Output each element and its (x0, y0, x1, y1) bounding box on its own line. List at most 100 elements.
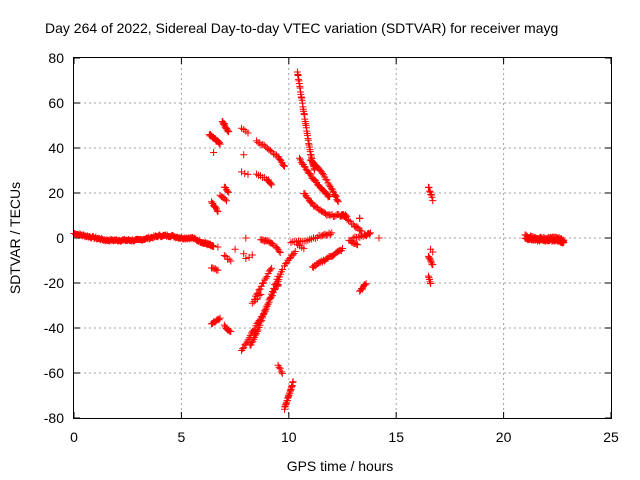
data-point (307, 171, 315, 179)
x-tick-label: 25 (603, 429, 619, 445)
data-point (248, 339, 256, 347)
data-point (425, 184, 433, 192)
x-tick-label: 0 (70, 429, 78, 445)
data-point (277, 157, 285, 165)
y-tick-label: -40 (44, 320, 64, 336)
data-point (240, 344, 248, 352)
data-point (291, 247, 299, 255)
data-point (365, 230, 373, 238)
data-point (270, 284, 278, 292)
data-point (356, 214, 364, 222)
data-point (334, 197, 342, 205)
data-point (256, 321, 264, 329)
data-point (268, 264, 276, 272)
series-tracks-10-13 (281, 68, 383, 295)
data-point (319, 169, 327, 177)
data-point (428, 193, 436, 201)
data-point (375, 234, 383, 242)
data-point (345, 217, 353, 225)
data-point (322, 175, 330, 183)
data-point (242, 255, 250, 263)
y-tick-label: -20 (44, 275, 64, 291)
data-point (259, 314, 267, 322)
data-point (215, 139, 223, 147)
data-point (306, 170, 314, 178)
data-point (424, 272, 432, 280)
data-point (285, 255, 293, 263)
series-tracks-16-17 (424, 183, 437, 288)
data-point (213, 207, 221, 215)
data-point (253, 295, 261, 303)
data-point (276, 365, 284, 373)
data-point (266, 146, 274, 154)
data-point (300, 245, 308, 253)
data-point (426, 256, 434, 264)
data-point (560, 236, 568, 244)
data-point (242, 234, 250, 242)
x-tick-label: 10 (281, 429, 297, 445)
data-point (426, 187, 434, 195)
series-tracks-6-8 (205, 118, 239, 336)
data-point (207, 198, 215, 206)
x-axis-label: GPS time / hours (287, 458, 394, 474)
data-point (332, 192, 340, 200)
data-points (70, 68, 568, 413)
data-point (429, 248, 437, 256)
data-point (326, 193, 334, 201)
y-tick-label: -80 (44, 410, 64, 426)
data-point (252, 296, 260, 304)
data-point (231, 245, 239, 253)
data-point (266, 294, 274, 302)
data-point (210, 242, 218, 250)
tick-labels: 0 5 10 15 20 25 -80 -60 -40 -20 0 20 40 60 80 (44, 50, 619, 445)
data-point (263, 273, 271, 281)
data-point (214, 208, 222, 216)
data-point (426, 254, 434, 262)
data-point (274, 282, 282, 290)
data-point (227, 328, 235, 336)
data-point (275, 247, 283, 255)
data-point (353, 223, 361, 231)
data-point (240, 151, 248, 159)
y-tick-label: 20 (48, 185, 64, 201)
data-point (257, 318, 265, 326)
plot-frame (73, 57, 612, 419)
data-point (248, 251, 256, 259)
data-point (296, 154, 304, 162)
x-tick-label: 15 (388, 429, 404, 445)
data-point (227, 257, 235, 265)
data-point (276, 249, 284, 257)
data-point (289, 378, 297, 386)
data-point (427, 190, 435, 198)
x-tick-label: 5 (178, 429, 186, 445)
data-point (366, 229, 374, 237)
data-point (267, 180, 275, 188)
data-point (427, 259, 435, 267)
data-point (215, 139, 223, 147)
data-point (329, 187, 337, 195)
data-point (255, 291, 263, 299)
data-point (308, 198, 316, 206)
data-point (241, 170, 249, 178)
data-point (225, 255, 233, 263)
y-axis-label: SDTVAR / TECUs (7, 182, 23, 294)
data-point (280, 161, 288, 169)
data-point (269, 288, 277, 296)
chart-title: Day 264 of 2022, Sidereal Day-to-day VTE… (45, 20, 558, 36)
data-point (212, 203, 220, 211)
data-point (427, 280, 435, 288)
data-point (426, 278, 434, 286)
data-point (339, 245, 346, 253)
data-point (323, 176, 331, 184)
data-point (261, 307, 269, 315)
data-point (260, 309, 268, 317)
data-point (260, 141, 268, 149)
data-point (326, 231, 334, 239)
data-point (214, 266, 222, 274)
data-point (429, 260, 437, 268)
data-point (264, 300, 272, 308)
data-point (274, 272, 282, 280)
data-point (325, 181, 333, 189)
data-point (216, 314, 224, 322)
